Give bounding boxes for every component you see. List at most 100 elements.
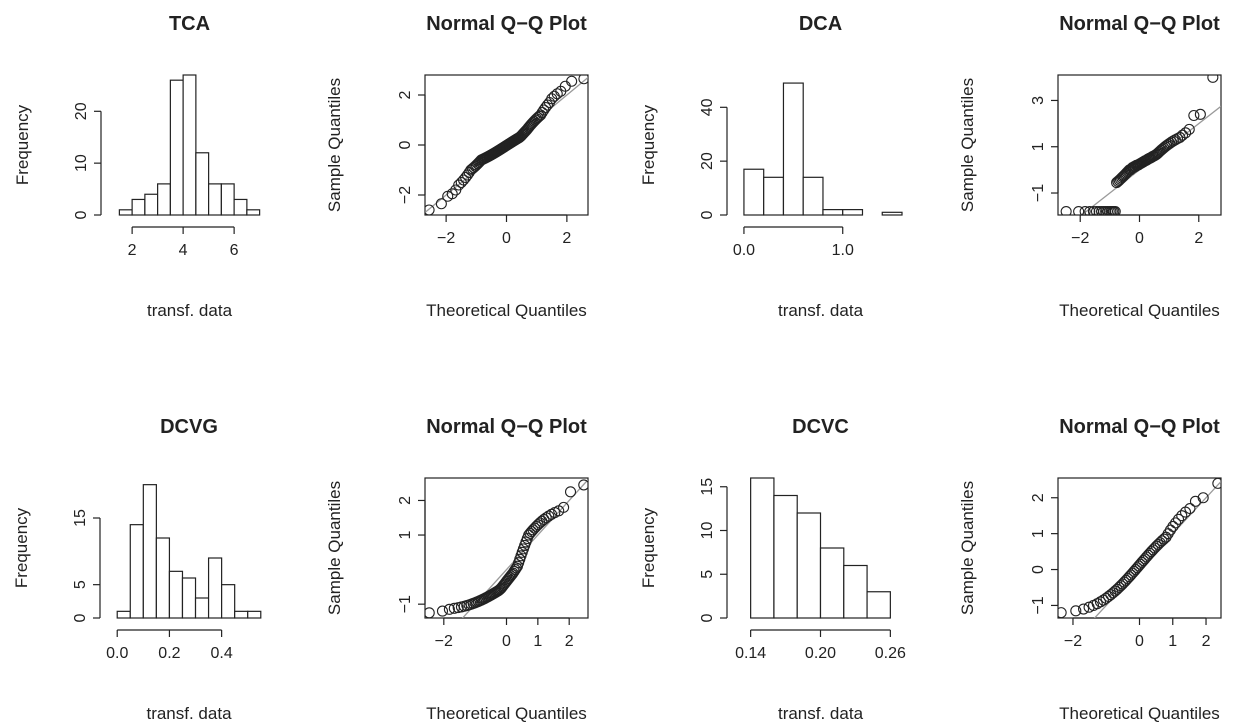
histogram-bar xyxy=(182,74,197,216)
x-tick-label: 1.0 xyxy=(832,242,854,259)
y-tick-label: −2 xyxy=(397,186,414,204)
histogram-bar xyxy=(208,183,222,216)
histogram-bar xyxy=(782,82,804,216)
histogram-bar xyxy=(129,524,144,619)
qq-point xyxy=(1060,205,1072,215)
qq-point xyxy=(1170,517,1182,529)
qq-point xyxy=(443,603,455,615)
qq-point xyxy=(1079,205,1091,215)
y-axis-label: Sample Quantiles xyxy=(325,78,344,212)
qq-point xyxy=(548,90,560,102)
qq-point xyxy=(1073,205,1085,215)
chart-panel-8: Normal Q−Q Plot Theoretical Quantiles Samp… xyxy=(958,416,1222,723)
qq-point xyxy=(1167,520,1179,533)
x-axis-label: Theoretical Quantiles xyxy=(426,301,587,320)
histogram-bar xyxy=(221,584,236,619)
y-tick-label: 1 xyxy=(1030,142,1047,151)
y-axis-label: Sample Quantiles xyxy=(958,78,977,212)
histogram-bar xyxy=(843,564,868,619)
chart-title: Normal Q−Q Plot xyxy=(1059,13,1220,35)
histogram-bar xyxy=(144,193,159,216)
x-axis-label: Theoretical Quantiles xyxy=(1059,301,1220,320)
y-tick-label: 5 xyxy=(699,570,716,579)
qq-point xyxy=(1184,502,1196,515)
x-tick-label: 2 xyxy=(565,633,574,650)
y-tick-label: 15 xyxy=(699,478,716,496)
y-axis-label: Sample Quantiles xyxy=(325,481,344,615)
histogram-bar xyxy=(142,484,157,619)
qq-point xyxy=(1172,513,1185,525)
qq-plot-area xyxy=(425,75,588,215)
qq-point xyxy=(1212,478,1221,489)
qq-point xyxy=(1094,596,1107,608)
qq-point xyxy=(1090,205,1103,215)
y-axis-label: Frequency xyxy=(13,104,32,185)
x-tick-label: 0.26 xyxy=(875,645,906,662)
x-axis-label: transf. data xyxy=(778,704,864,723)
x-tick-label: 4 xyxy=(179,242,188,259)
y-tick-label: 10 xyxy=(73,154,90,172)
histogram-bar xyxy=(169,79,184,216)
histogram-bar xyxy=(131,198,146,216)
x-tick-label: −2 xyxy=(435,633,453,650)
y-tick-label: 0 xyxy=(72,613,89,622)
qq-point xyxy=(1078,603,1090,615)
x-tick-label: 0 xyxy=(1135,633,1144,650)
x-tick-label: 0.14 xyxy=(735,645,766,662)
x-tick-label: 0 xyxy=(502,633,511,650)
y-tick-label: 15 xyxy=(72,509,89,527)
y-tick-label: −1 xyxy=(1030,596,1047,614)
chart-panel-1: TCA transf. data Frequency 2 4 6 0 10 20 xyxy=(13,13,261,320)
y-tick-label: −1 xyxy=(1030,184,1047,202)
x-tick-label: 0 xyxy=(1135,230,1144,247)
chart-panel-3: DCA transf. data Frequency 0.0 1.0 0 20 40 xyxy=(639,13,903,320)
y-tick-label: 0 xyxy=(699,613,716,622)
chart-panel-2: Normal Q−Q Plot Theoretical Quantiles Samp… xyxy=(325,13,589,320)
chart-title: DCA xyxy=(799,13,842,35)
qq-point xyxy=(1084,205,1096,215)
x-tick-label: 0.20 xyxy=(805,645,836,662)
x-tick-label: 2 xyxy=(562,230,571,247)
qq-plot-area xyxy=(1058,478,1221,618)
x-tick-label: 0.0 xyxy=(733,242,755,259)
chart-title: Normal Q−Q Plot xyxy=(426,416,587,438)
y-tick-label: 20 xyxy=(699,152,716,170)
y-tick-label: 0 xyxy=(1030,565,1047,574)
histogram-bar xyxy=(116,610,131,619)
histogram-bar xyxy=(866,591,891,619)
y-axis-label: Frequency xyxy=(12,507,31,588)
y-axis-label: Frequency xyxy=(639,507,658,588)
y-tick-label: 0 xyxy=(73,210,90,219)
chart-panel-7: DCVC transf. data Frequency 0.14 0.20 0.26 0 5 1… xyxy=(639,416,906,723)
plot-frame xyxy=(424,477,589,619)
x-axis-label: Theoretical Quantiles xyxy=(1059,704,1220,723)
chart-panel-6: Normal Q−Q Plot Theoretical Quantiles Samp… xyxy=(325,416,589,723)
chart-panel-5: DCVG transf. data Frequency 0.0 0.2 0.4 0 5 15 xyxy=(12,416,262,723)
qq-point xyxy=(558,501,570,513)
qq-point xyxy=(578,479,588,491)
qq-point xyxy=(578,75,588,85)
x-axis-label: transf. data xyxy=(147,301,233,320)
histogram-bar xyxy=(234,610,249,619)
x-tick-label: −2 xyxy=(437,230,455,247)
qq-reference-line xyxy=(461,479,588,618)
histogram-bar xyxy=(881,211,903,216)
qq-point xyxy=(1194,108,1206,120)
y-tick-label: −1 xyxy=(397,595,414,613)
qq-point xyxy=(1070,605,1082,617)
y-tick-label: 20 xyxy=(73,102,90,120)
qq-point xyxy=(543,510,555,522)
qq-point xyxy=(564,486,577,498)
qq-point xyxy=(566,75,578,87)
y-tick-label: 5 xyxy=(72,580,89,589)
histogram-bar xyxy=(157,183,171,216)
histogram-bar xyxy=(842,209,864,216)
qq-point xyxy=(1189,495,1201,507)
x-tick-label: 0.0 xyxy=(106,645,128,662)
qq-point xyxy=(1176,129,1189,141)
x-tick-label: 1 xyxy=(533,633,542,650)
y-tick-label: 1 xyxy=(397,530,414,539)
y-tick-label: 3 xyxy=(1030,96,1047,105)
x-tick-label: 2 xyxy=(1202,633,1211,650)
qq-point xyxy=(1176,510,1188,522)
